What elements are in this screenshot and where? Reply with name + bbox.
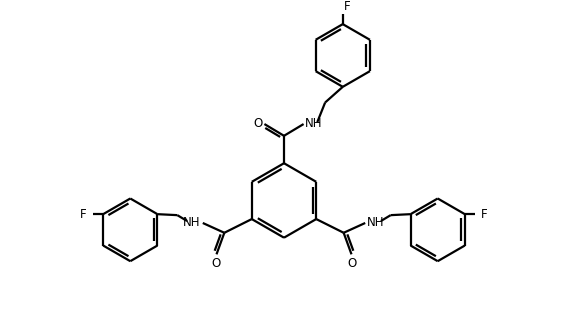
- Text: O: O: [211, 257, 220, 270]
- Text: NH: NH: [304, 117, 322, 129]
- Text: F: F: [481, 208, 488, 221]
- Text: O: O: [253, 117, 262, 129]
- Text: NH: NH: [367, 217, 385, 230]
- Text: O: O: [348, 257, 357, 270]
- Text: NH: NH: [183, 217, 201, 230]
- Text: F: F: [80, 208, 87, 221]
- Text: F: F: [344, 0, 350, 13]
